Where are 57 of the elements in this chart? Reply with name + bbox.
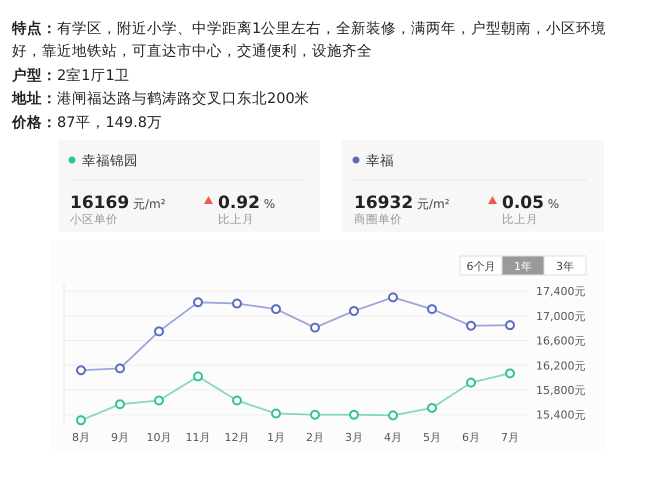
x-tick-label: 7月 <box>501 431 519 444</box>
x-tick-label: 9月 <box>111 431 129 444</box>
period-toggle: 6个月 1年 3年 <box>460 256 586 276</box>
x-tick-label: 6月 <box>462 431 480 444</box>
text: 商圈单价 <box>354 212 402 226</box>
point <box>232 396 242 406</box>
x-tick-label: 3月 <box>345 431 363 444</box>
point <box>76 415 86 426</box>
text: 0.92 % <box>218 193 276 213</box>
point <box>154 396 164 406</box>
x-tick-label: 12月 <box>224 431 250 444</box>
x-tick-label: 11月 <box>186 431 210 444</box>
point <box>76 365 86 376</box>
text: 比上月 <box>218 212 254 226</box>
y-tick-label: 17,400元 <box>536 285 586 298</box>
point <box>193 371 203 382</box>
y-tick-label: 16,600元 <box>536 334 586 348</box>
text: 户型：2室1厅1卫 <box>11 66 130 84</box>
point <box>115 363 125 374</box>
x-tick-label: 2月 <box>306 431 324 444</box>
text: 16932 元/m² <box>354 193 450 213</box>
point <box>193 297 203 308</box>
point <box>349 410 359 420</box>
x-tick-label: 4月 <box>384 431 402 444</box>
y-tick-label: 17,000元 <box>536 310 586 323</box>
point <box>466 378 476 388</box>
point <box>388 292 398 302</box>
point <box>466 320 476 331</box>
point <box>427 402 437 413</box>
text: 比上月 <box>502 212 538 226</box>
x-tick-label: 5月 <box>423 431 441 444</box>
text: 特点：有学区，附近小学、中学距离1公里左右，全新装修，满两年，户型朝南，小区环境好，靠近地铁站，可直达市中心，交通便利，设施齐全 <box>11 20 606 60</box>
point <box>271 304 281 314</box>
point <box>505 368 515 378</box>
point <box>349 306 359 316</box>
point <box>154 326 164 336</box>
point <box>388 410 398 420</box>
text: 地址：港闸福达路与鹤涛路交叉口东北200米 <box>11 90 310 107</box>
y-tick-label: 15,400元 <box>536 408 586 422</box>
x-tick-label: 1月 <box>267 431 285 444</box>
text: 小区单价 <box>70 212 118 226</box>
point <box>115 399 125 410</box>
legend-label: 幸福 <box>366 153 394 169</box>
point <box>232 298 242 309</box>
y-tick-label: 16,200元 <box>536 359 586 372</box>
text: 16169 元/m² <box>70 193 166 213</box>
point <box>310 410 320 420</box>
text: 0.05 % <box>502 193 560 213</box>
text: 价格：87平，149.8万 <box>11 114 162 131</box>
point <box>271 408 281 418</box>
point <box>310 322 320 333</box>
y-tick-label: 15,800元 <box>536 384 586 398</box>
legend-label: 幸福锦园 <box>82 153 138 169</box>
point <box>427 304 437 314</box>
x-tick-label: 8月 <box>72 431 90 444</box>
point <box>505 320 515 330</box>
x-tick-label: 10月 <box>146 431 172 444</box>
